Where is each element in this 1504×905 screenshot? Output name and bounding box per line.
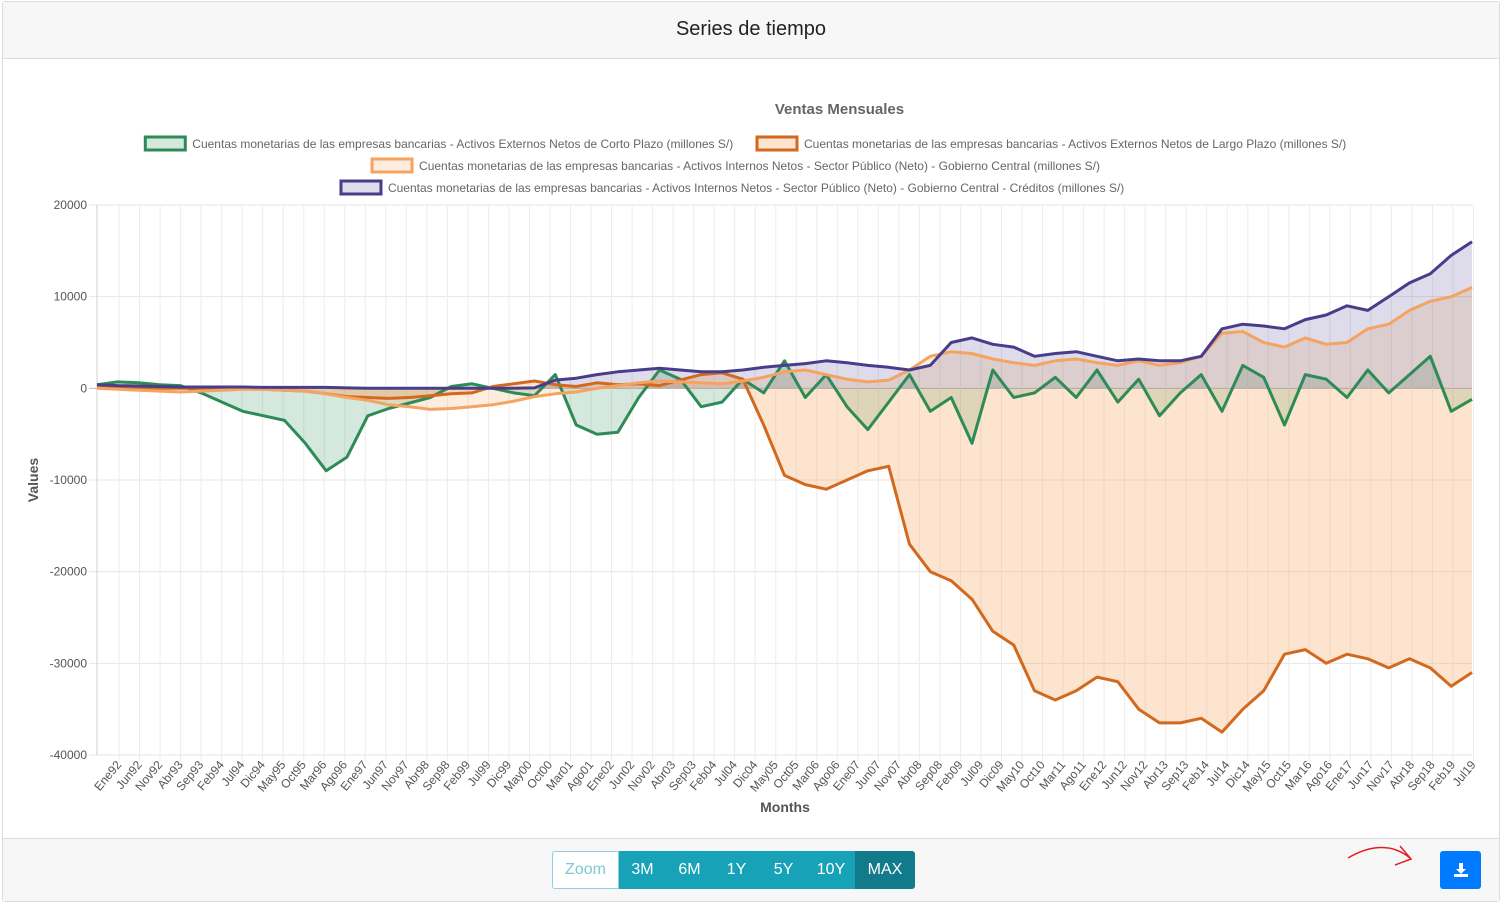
range-1y-button[interactable]: 1Y — [713, 851, 760, 889]
y-tick-label-4: -20000 — [50, 565, 88, 579]
legend-label-3: Cuentas monetarias de las empresas banca… — [388, 181, 1124, 195]
x-axis-title: Months — [760, 799, 810, 815]
y-tick-label-5: -30000 — [50, 656, 88, 670]
legend-swatch-1 — [755, 135, 799, 152]
download-icon — [1453, 863, 1468, 877]
series-area-2 — [97, 287, 1472, 410]
annotation-arrow-head — [1394, 845, 1413, 866]
legend-label-0: Cuentas monetarias de las empresas banca… — [192, 137, 733, 151]
page-title: Series de tiempo — [675, 18, 827, 40]
x-tick-label-66: Jul19 — [1450, 758, 1479, 789]
range-button-group: Zoom 3M 6M 1Y 5Y 10Y MAX — [552, 851, 915, 889]
legend-swatch-0 — [143, 135, 187, 152]
range-6m-button[interactable]: 6M — [666, 851, 713, 889]
series-line-3 — [96, 240, 1473, 390]
y-tick-label-3: -10000 — [50, 473, 88, 487]
y-axis-title: Values — [25, 458, 41, 503]
download-button[interactable] — [1440, 851, 1481, 889]
chart-title: Ventas Mensuales — [775, 101, 904, 118]
legend-label-2: Cuentas monetarias de las empresas banca… — [419, 159, 1100, 173]
legend-label-1: Cuentas monetarias de las empresas banca… — [804, 137, 1346, 151]
card-header: Series de tiempo — [3, 2, 1499, 59]
range-5y-button[interactable]: 5Y — [760, 851, 807, 889]
legend-swatch-3 — [339, 179, 383, 196]
series-area-3 — [97, 241, 1472, 389]
legend-swatch-2 — [370, 157, 414, 174]
range-3m-button[interactable]: 3M — [619, 851, 666, 889]
y-tick-label-2: 0 — [80, 381, 87, 395]
zoom-label-button[interactable]: Zoom — [552, 851, 619, 889]
series-line-2 — [96, 286, 1473, 411]
y-tick-label-6: -40000 — [50, 748, 88, 762]
y-tick-label-1: 10000 — [54, 290, 88, 304]
series-area-1 — [97, 372, 1472, 733]
annotation-arrow — [1347, 846, 1411, 859]
series-line-0 — [96, 354, 1473, 473]
card-footer: Zoom 3M 6M 1Y 5Y 10Y MAX — [3, 838, 1499, 901]
y-tick-label-0: 20000 — [54, 198, 88, 212]
range-max-button[interactable]: MAX — [855, 851, 915, 889]
range-10y-button[interactable]: 10Y — [807, 851, 855, 889]
